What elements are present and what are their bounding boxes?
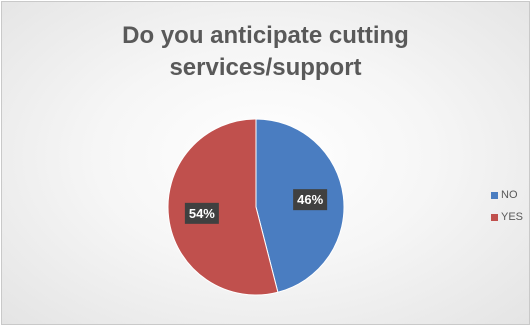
legend-swatch-no bbox=[491, 191, 498, 199]
data-label-text-yes: 54% bbox=[189, 206, 215, 221]
data-label-yes: 54% bbox=[184, 202, 219, 224]
legend-label-yes: YES bbox=[501, 211, 524, 223]
legend-label-no: NO bbox=[501, 189, 518, 201]
legend-swatch-yes bbox=[491, 213, 498, 221]
pie-slice-yes bbox=[167, 118, 279, 296]
data-label-no: 46% bbox=[293, 189, 328, 211]
legend-item-no: NO bbox=[491, 187, 523, 203]
legend: NO YES bbox=[491, 187, 523, 231]
data-label-box-no bbox=[293, 189, 328, 211]
legend-item-yes: YES bbox=[491, 209, 523, 225]
data-label-box-yes bbox=[184, 202, 219, 224]
data-label-text-no: 46% bbox=[297, 192, 323, 207]
chart-title-line-2: services/support bbox=[169, 54, 362, 81]
chart-title: Do you anticipate cutting services/suppo… bbox=[2, 20, 529, 84]
chart-title-line-1: Do you anticipate cutting bbox=[122, 22, 409, 49]
